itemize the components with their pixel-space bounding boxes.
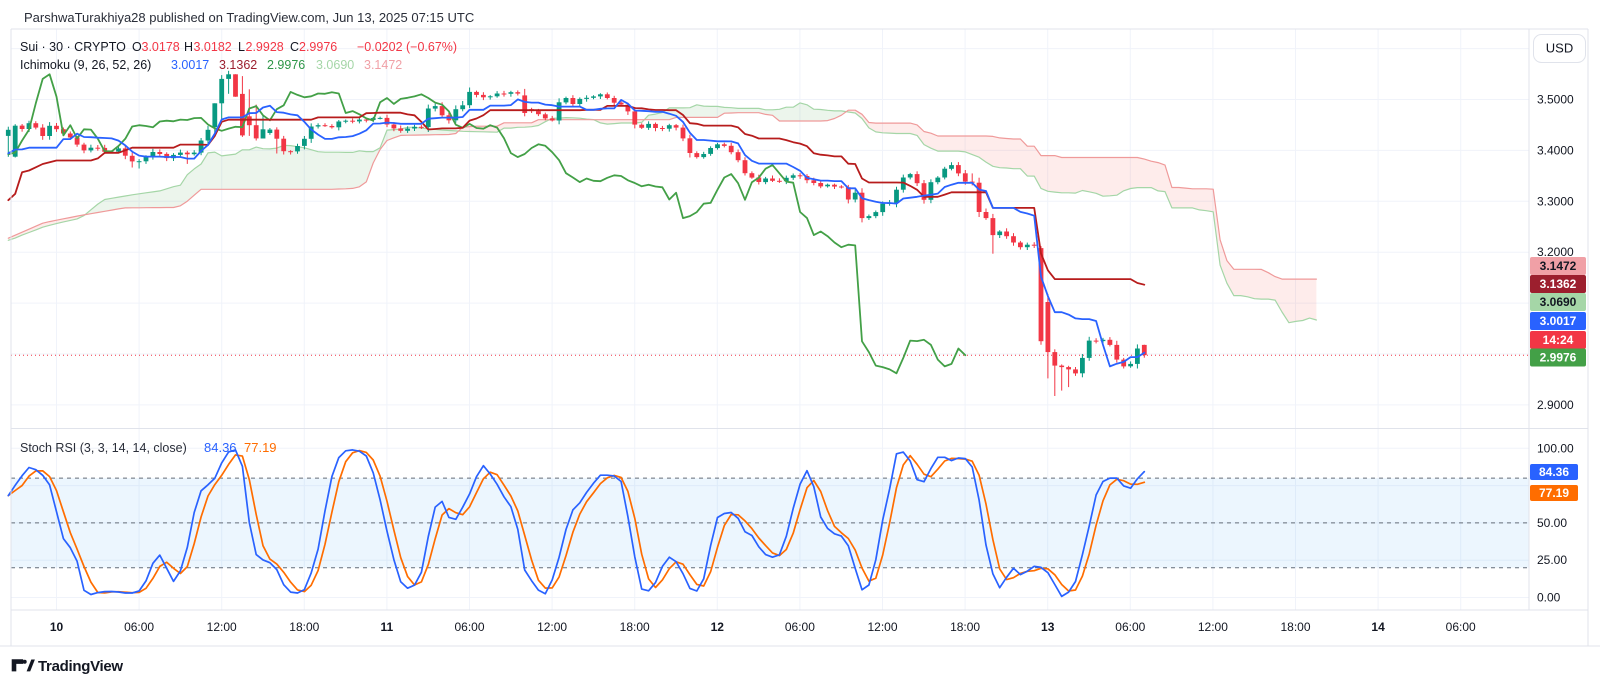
svg-text:10: 10 bbox=[50, 620, 64, 634]
svg-text:2.9976: 2.9976 bbox=[267, 58, 305, 72]
svg-text:2.9976: 2.9976 bbox=[1540, 351, 1577, 365]
svg-text:3.1472: 3.1472 bbox=[1540, 259, 1577, 273]
svg-text:3.2000: 3.2000 bbox=[1537, 245, 1574, 259]
svg-text:12:00: 12:00 bbox=[867, 620, 897, 634]
svg-text:H: H bbox=[184, 40, 193, 54]
svg-text:12: 12 bbox=[711, 620, 725, 634]
svg-text:18:00: 18:00 bbox=[950, 620, 980, 634]
svg-text:3.0017: 3.0017 bbox=[171, 58, 209, 72]
svg-text:3.0017: 3.0017 bbox=[1540, 314, 1577, 328]
svg-text:3.0182: 3.0182 bbox=[194, 40, 232, 54]
svg-text:13: 13 bbox=[1041, 620, 1055, 634]
svg-text:Stoch RSI (3, 3, 14, 14, close: Stoch RSI (3, 3, 14, 14, close) bbox=[20, 441, 187, 455]
svg-text:3.0178: 3.0178 bbox=[142, 40, 180, 54]
svg-text:14:24: 14:24 bbox=[1543, 333, 1574, 347]
svg-text:06:00: 06:00 bbox=[785, 620, 815, 634]
svg-text:25.00: 25.00 bbox=[1537, 553, 1567, 567]
svg-text:3.1362: 3.1362 bbox=[1540, 277, 1577, 291]
svg-text:77.19: 77.19 bbox=[244, 440, 277, 455]
svg-text:14: 14 bbox=[1371, 620, 1385, 634]
svg-text:2.9976: 2.9976 bbox=[299, 40, 337, 54]
svg-text:06:00: 06:00 bbox=[454, 620, 484, 634]
svg-text:L: L bbox=[238, 40, 245, 54]
svg-text:Ichimoku (9, 26, 52, 26): Ichimoku (9, 26, 52, 26) bbox=[20, 58, 151, 72]
svg-text:Sui · 30 · CRYPTO: Sui · 30 · CRYPTO bbox=[20, 40, 126, 54]
svg-text:12:00: 12:00 bbox=[207, 620, 237, 634]
svg-text:06:00: 06:00 bbox=[1115, 620, 1145, 634]
svg-text:0.00: 0.00 bbox=[1537, 591, 1561, 605]
svg-text:−0.0202 (−0.67%): −0.0202 (−0.67%) bbox=[357, 40, 457, 54]
svg-text:3.1472: 3.1472 bbox=[364, 58, 402, 72]
svg-text:12:00: 12:00 bbox=[537, 620, 567, 634]
svg-text:50.00: 50.00 bbox=[1537, 516, 1567, 530]
svg-text:3.1362: 3.1362 bbox=[219, 58, 257, 72]
svg-text:84.36: 84.36 bbox=[204, 440, 237, 455]
svg-text:3.0690: 3.0690 bbox=[1540, 295, 1577, 309]
svg-text:3.0690: 3.0690 bbox=[316, 58, 354, 72]
svg-text:3.3000: 3.3000 bbox=[1537, 194, 1574, 208]
svg-text:3.4000: 3.4000 bbox=[1537, 143, 1574, 157]
svg-text:O: O bbox=[132, 40, 142, 54]
svg-text:77.19: 77.19 bbox=[1539, 486, 1569, 500]
svg-text:18:00: 18:00 bbox=[289, 620, 319, 634]
svg-text:TradingView: TradingView bbox=[38, 658, 123, 675]
svg-text:USD: USD bbox=[1546, 41, 1573, 56]
svg-text:12:00: 12:00 bbox=[1198, 620, 1228, 634]
svg-text:ParshwaTurakhiya28 published o: ParshwaTurakhiya28 published on TradingV… bbox=[24, 10, 474, 25]
svg-text:2.9928: 2.9928 bbox=[246, 40, 284, 54]
svg-text:11: 11 bbox=[381, 620, 394, 634]
svg-text:3.5000: 3.5000 bbox=[1537, 93, 1574, 107]
svg-text:06:00: 06:00 bbox=[124, 620, 154, 634]
svg-text:C: C bbox=[290, 40, 299, 54]
svg-text:06:00: 06:00 bbox=[1446, 620, 1476, 634]
svg-text:18:00: 18:00 bbox=[1280, 620, 1310, 634]
svg-text:100.00: 100.00 bbox=[1537, 441, 1574, 455]
svg-text:18:00: 18:00 bbox=[620, 620, 650, 634]
svg-text:2.9000: 2.9000 bbox=[1537, 398, 1574, 412]
svg-text:84.36: 84.36 bbox=[1539, 465, 1569, 479]
